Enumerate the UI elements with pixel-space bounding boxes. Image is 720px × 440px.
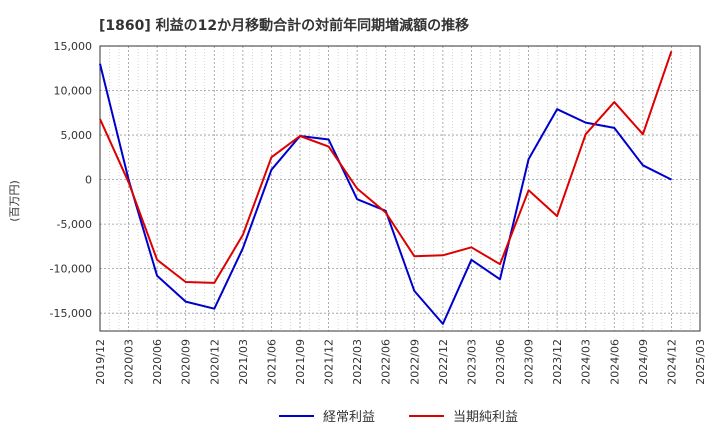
legend-label: 当期純利益 (453, 410, 518, 425)
y-tick-label: -5,000 (57, 218, 92, 231)
x-tick-label: 2024/09 (637, 339, 650, 385)
x-tick-label: 2021/03 (237, 339, 250, 385)
series-line-2 (99, 50, 673, 284)
x-tick-label: 2025/03 (694, 339, 707, 385)
x-tick-label: 2023/12 (551, 339, 564, 385)
x-tick-label: 2022/12 (437, 339, 450, 385)
legend: 経常利益 当期純利益 (279, 410, 518, 425)
x-tick-label: 2019/12 (94, 339, 107, 385)
axes: 15,000 10,000 5,000 0 -5,000 -10,000 -15,000 20… (50, 40, 707, 385)
series-line-1 (99, 63, 672, 325)
y-tick-label: 10,000 (54, 85, 93, 98)
plot-border (99, 45, 701, 332)
x-tick-label: 2021/09 (294, 339, 307, 385)
x-tick-label: 2022/06 (380, 339, 393, 385)
x-tick-label: 2020/12 (208, 339, 221, 385)
x-tick-label: 2023/09 (523, 339, 536, 385)
x-tick-label: 2024/12 (665, 339, 678, 385)
x-tick-label: 2021/06 (265, 339, 278, 385)
y-tick-label: 0 (85, 174, 92, 187)
grid (99, 45, 701, 331)
y-tick-label: 15,000 (54, 40, 93, 53)
y-tick-label: -15,000 (50, 307, 92, 320)
y-tick-label: -10,000 (50, 263, 92, 276)
x-tick-label: 2022/09 (408, 339, 421, 385)
legend-label: 経常利益 (323, 410, 375, 425)
x-tick-label: 2020/06 (151, 339, 164, 385)
y-axis-label: (百万円) (8, 180, 21, 222)
plot-area (100, 46, 700, 331)
x-tick-label: 2024/06 (608, 339, 621, 385)
x-tick-label: 2024/03 (580, 339, 593, 385)
x-tick-label: 2020/09 (180, 339, 193, 385)
chart-title: [1860] 利益の12か月移動合計の対前年同期増減額の推移 (99, 17, 469, 34)
x-tick-label: 2023/03 (465, 339, 478, 385)
x-tick-label: 2021/12 (323, 339, 336, 385)
series-layer (99, 50, 673, 325)
x-tick-label: 2020/03 (123, 339, 136, 385)
y-tick-label: 5,000 (61, 129, 93, 142)
x-tick-label: 2022/03 (351, 339, 364, 385)
x-tick-label: 2023/06 (494, 339, 507, 385)
